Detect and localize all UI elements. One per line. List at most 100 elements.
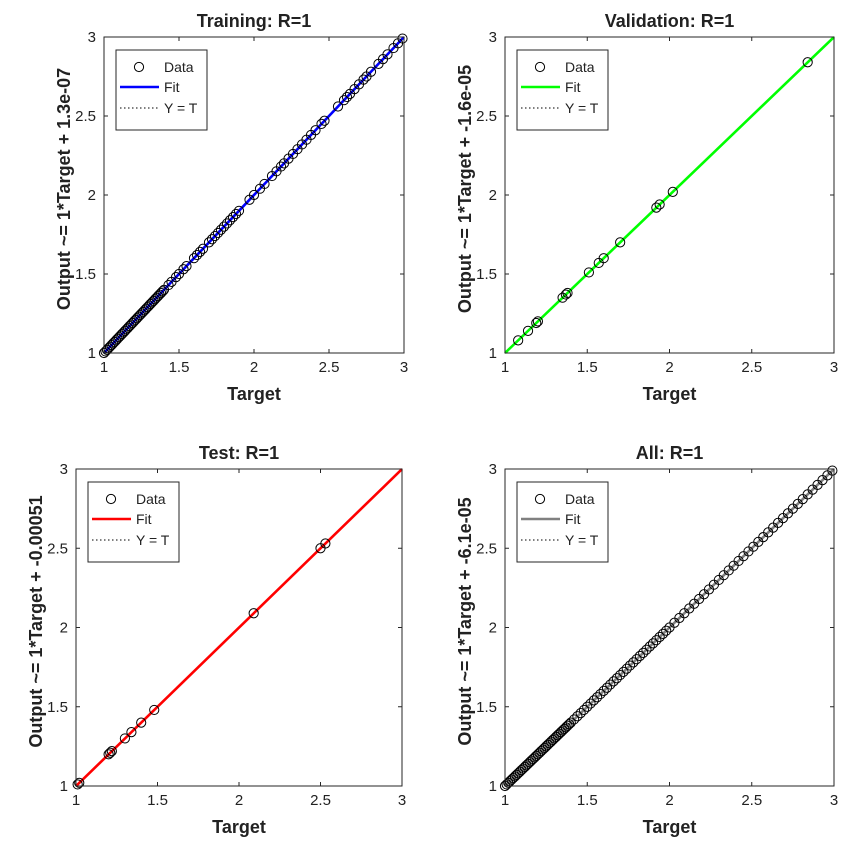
data-point — [651, 635, 662, 646]
x-axis-label: Target — [212, 817, 266, 837]
legend-box — [87, 481, 180, 563]
data-point — [647, 638, 659, 649]
y-tick-label: 3 — [489, 29, 497, 46]
data-point — [74, 777, 85, 788]
data-point — [106, 746, 117, 757]
data-point — [126, 727, 137, 738]
x-axis-label: Target — [227, 384, 281, 404]
data-point — [382, 49, 393, 60]
y-tick-label: 3 — [60, 461, 68, 478]
legend-label: Y = T — [565, 532, 599, 548]
data-point — [562, 287, 573, 299]
legend-data-marker — [133, 61, 145, 73]
data-point — [72, 779, 83, 790]
y-tick-label: 2.5 — [75, 108, 96, 125]
data-point — [605, 679, 616, 690]
y-tick-label: 1.5 — [47, 699, 68, 716]
data-point — [178, 264, 189, 275]
data-point — [618, 666, 629, 677]
x-tick-label: 3 — [830, 792, 838, 809]
data-point — [592, 692, 603, 703]
fit-line — [75, 468, 403, 788]
data-point — [583, 267, 594, 278]
y-tick-label: 1.5 — [476, 699, 497, 716]
y-tick-label: 1 — [60, 778, 68, 795]
data-point — [194, 246, 206, 257]
y-tick-label: 2 — [489, 187, 497, 204]
data-point — [621, 663, 632, 674]
data-point — [562, 720, 573, 731]
legend-label: Data — [136, 491, 166, 507]
legend-data-marker — [105, 493, 117, 505]
data-point — [170, 272, 182, 283]
data-point — [275, 161, 287, 172]
y-tick-label: 2 — [88, 187, 96, 204]
y-tick-label: 1 — [489, 345, 497, 362]
panel-1: 1 1.5 2 2.5 3 1 1.5 2 2.5 3 Training: R=1 Target Out… — [54, 11, 408, 404]
panel-4: 1 1.5 2 2.5 3 1 1.5 2 2.5 3 All: R=1 Target Output ~… — [455, 443, 838, 837]
x-tick-label: 1.5 — [147, 792, 168, 809]
data-point — [634, 650, 645, 662]
y-axis-label: Output ~= 1*Target + -1.6e-05 — [455, 65, 475, 313]
data-point — [641, 644, 652, 655]
x-tick-label: 2 — [250, 359, 258, 376]
legend-data-marker — [534, 493, 546, 505]
y-tick-label: 1 — [489, 778, 497, 795]
legend: Data Fit Y = T — [516, 49, 609, 131]
legend-data-marker — [534, 61, 546, 73]
chart-title: Test: R=1 — [199, 443, 279, 463]
data-point — [615, 669, 626, 681]
legend-label: Data — [164, 59, 194, 75]
legend-box — [115, 49, 208, 131]
x-tick-label: 3 — [398, 792, 406, 809]
data-point — [218, 221, 230, 232]
data-point — [233, 205, 245, 216]
data-point — [568, 714, 580, 725]
chart-title: All: R=1 — [636, 443, 704, 463]
data-point — [644, 641, 655, 652]
data-point — [341, 91, 353, 103]
data-point — [585, 698, 596, 709]
legend-label: Y = T — [164, 100, 198, 116]
data-point — [105, 747, 116, 758]
data-point — [338, 95, 350, 106]
x-tick-label: 1 — [501, 359, 509, 376]
x-tick-label: 2.5 — [741, 792, 762, 809]
chart-title: Training: R=1 — [197, 11, 312, 31]
x-tick-label: 1.5 — [577, 792, 598, 809]
data-point — [163, 279, 174, 291]
data-point — [615, 237, 626, 248]
data-point — [103, 749, 114, 760]
data-point — [601, 682, 613, 693]
legend-box — [516, 49, 609, 131]
x-tick-label: 3 — [400, 359, 408, 376]
y-tick-label: 3 — [489, 461, 497, 478]
data-point — [248, 189, 260, 201]
data-point — [588, 695, 599, 706]
legend: Data Fit Y = T — [115, 49, 208, 131]
data-point — [248, 608, 259, 619]
data-point — [661, 625, 672, 636]
y-tick-label: 1 — [88, 345, 96, 362]
data-point — [221, 218, 233, 229]
data-point — [608, 676, 619, 687]
data-point — [209, 230, 221, 242]
data-point — [657, 628, 669, 639]
legend: Data Fit Y = T — [516, 481, 609, 563]
data-point — [654, 631, 665, 643]
y-tick-label: 2 — [60, 620, 68, 637]
data-point — [119, 733, 131, 744]
x-tick-label: 2.5 — [310, 792, 331, 809]
panel-2: 1 1.5 2 2.5 3 1 1.5 2 2.5 3 Validation: R=1 Target O… — [455, 11, 838, 404]
data-point — [227, 212, 239, 223]
legend-box — [516, 481, 609, 563]
x-tick-label: 1 — [501, 792, 509, 809]
data-point — [320, 538, 331, 549]
data-point — [149, 704, 160, 716]
legend-label: Data — [565, 491, 595, 507]
data-point — [310, 125, 321, 136]
y-axis-label: Output ~= 1*Target + 1.3e-07 — [54, 68, 74, 310]
data-point — [651, 202, 662, 213]
data-point — [598, 253, 609, 264]
